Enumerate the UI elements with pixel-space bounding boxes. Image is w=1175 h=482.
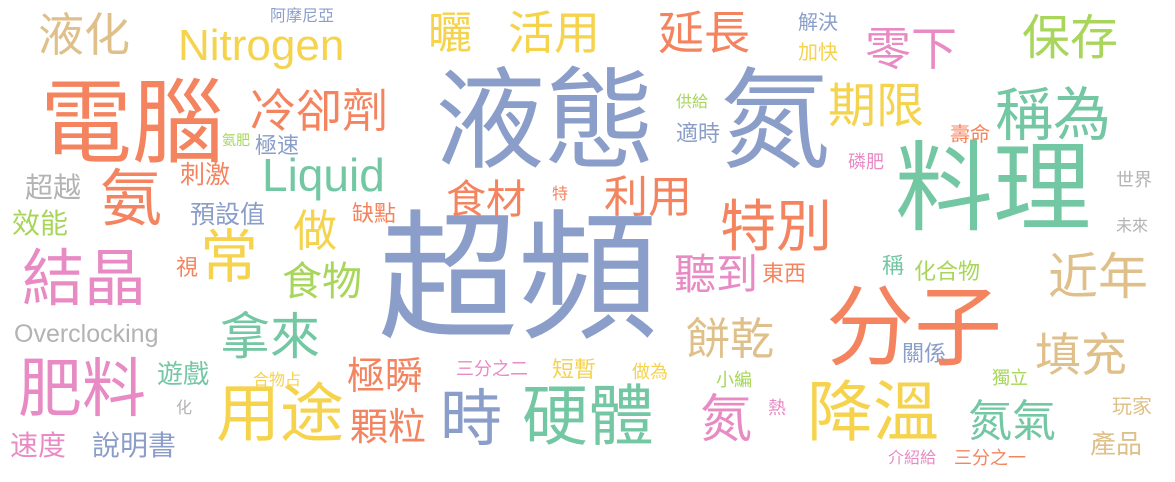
word-re: 熱: [768, 398, 786, 419]
word-jiangwen: 降溫: [807, 374, 939, 451]
word-lingxia: 零下: [865, 22, 957, 76]
word-xiaoneng: 效能: [12, 207, 69, 240]
word-chengwei: 稱為: [995, 81, 1112, 149]
word-tebie: 特別: [720, 195, 832, 260]
word-wanjia: 玩家: [1112, 394, 1152, 418]
word-diannao: 電腦: [40, 70, 225, 177]
word-liquid: Liquid: [262, 149, 385, 201]
word-hewuzhan: 合物占: [253, 370, 302, 389]
word-keli: 顆粒: [350, 405, 427, 449]
word-shiwu: 食物: [282, 259, 362, 305]
word-qixian: 期限: [828, 78, 925, 134]
word-yongtu: 用途: [216, 378, 344, 452]
word-tingdao: 聽到: [674, 250, 759, 299]
word-feiliao: 肥料: [18, 353, 146, 427]
word-duli: 獨立: [992, 368, 1028, 389]
word-binggan: 餅乾: [686, 314, 774, 365]
word-shicai: 食材: [446, 177, 526, 223]
word-sanfenzhiyi: 三分之一: [954, 448, 1026, 469]
word-yanchang: 延長: [658, 6, 750, 60]
word-duanzan: 短暫: [552, 358, 597, 383]
word-huoyong: 活用: [508, 6, 600, 60]
word-dongxi: 東西: [762, 262, 807, 287]
word-ciji: 刺激: [180, 160, 231, 189]
word-danqi: 氮氣: [968, 396, 1056, 447]
word-weilai: 未來: [1116, 216, 1149, 235]
word-fenzi: 分子: [826, 276, 1003, 379]
word-yingti: 硬體: [522, 378, 654, 455]
word-tianchong: 填充: [1035, 328, 1127, 382]
word-shishi: 適時: [676, 122, 721, 147]
word-jiejue: 解決: [798, 10, 838, 34]
word-baocun: 保存: [1022, 10, 1119, 66]
word-cheng: 稱: [882, 254, 905, 279]
word-an: 氨: [100, 162, 163, 235]
word-shuomingshu: 說明書: [92, 429, 177, 462]
word-shouming: 壽命: [950, 122, 990, 146]
word-xiaobian: 小編: [716, 370, 752, 391]
word-liyong: 利用: [604, 172, 692, 223]
word-jiejing: 結晶: [22, 242, 147, 315]
word-chang: 常: [200, 223, 259, 291]
word-anfei: 氨肥: [222, 133, 250, 149]
word-linfei: 磷肥: [848, 152, 884, 173]
word-shijie: 世界: [1116, 170, 1152, 191]
word-zuowei: 做為: [632, 362, 668, 383]
word-guanxi: 關係: [902, 342, 947, 367]
word-jisu: 極速: [255, 134, 300, 159]
word-chaopin: 超頻: [378, 198, 659, 361]
word-yehua: 液化: [38, 8, 130, 62]
word-liaoli: 料理: [895, 132, 1092, 246]
word-nitrogen: Nitrogen: [178, 21, 345, 70]
word-jinnian: 近年: [1048, 248, 1148, 306]
word-overclocking: Overclocking: [14, 320, 159, 348]
word-chaoyue: 超越: [25, 171, 82, 204]
word-nalai: 拿來: [220, 308, 320, 366]
word-amoniya: 阿摩尼亞: [270, 6, 335, 25]
word-jiakuai: 加快: [798, 40, 838, 64]
word-te: 特: [552, 184, 569, 203]
word-huahewu: 化合物: [914, 260, 981, 285]
word-sanfenzhier: 三分之二: [456, 359, 528, 380]
word-dan-small: 氮: [700, 390, 753, 450]
word-sudu: 速度: [10, 429, 67, 462]
word-yetai: 液態: [435, 57, 655, 185]
word-lengquejl: 冷卻劑: [250, 84, 388, 138]
word-shi: 時: [440, 382, 503, 455]
word-jieshaogei: 介紹給: [888, 448, 937, 467]
word-yushezhi: 預設值: [190, 200, 266, 229]
word-lo: 曬: [428, 8, 472, 59]
word-chanpin: 產品: [1090, 430, 1143, 460]
word-zuo: 做: [293, 206, 337, 257]
word-jishun: 極瞬: [347, 354, 424, 398]
word-quedian: 缺點: [352, 202, 397, 227]
word-hua: 化: [176, 398, 193, 417]
word-dan: 氮: [720, 57, 830, 185]
word-shi-view: 視: [176, 256, 199, 281]
word-youxi: 遊戲: [157, 360, 210, 390]
word-gongji: 供給: [676, 92, 709, 111]
